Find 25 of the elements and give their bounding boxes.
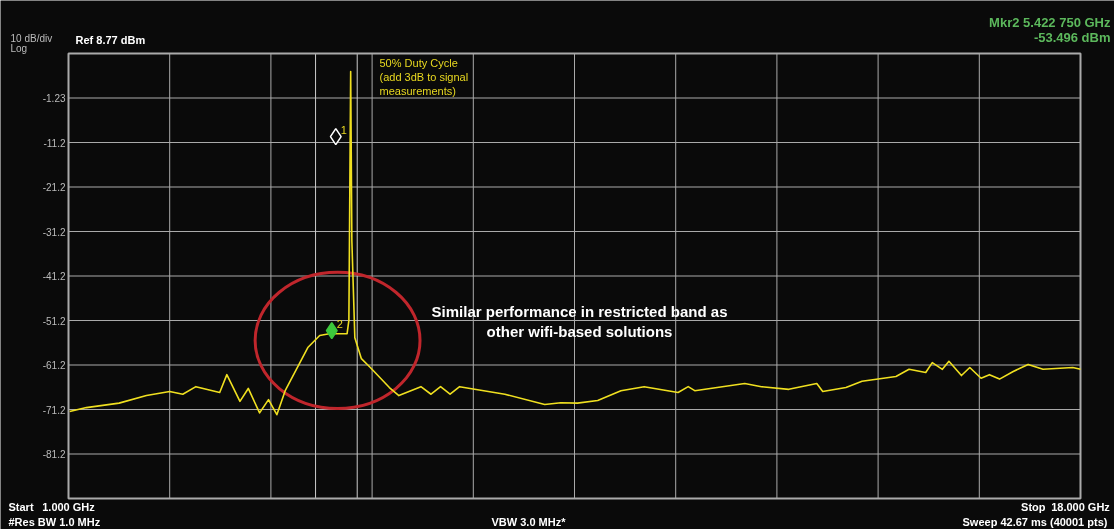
text: Sweep 42.67 ms (40001 pts) (962, 515, 1108, 528)
text: VBW 3.0 MHz* (491, 515, 567, 528)
x-tick-label: 1.000 GHz (42, 500, 96, 513)
y-tick-label: -41.2 (42, 271, 66, 282)
y-tick-label: -51.2 (42, 315, 66, 327)
y-tick-label: -81.2 (42, 449, 66, 460)
y-tick-label: -71.2 (42, 404, 66, 416)
y-tick-label: -61.2 (42, 360, 66, 371)
series-label: 2 (336, 317, 343, 330)
y-tick-label: -11.2 (43, 137, 66, 149)
line-series (68, 70, 1082, 416)
text: -53.496 dBm (1033, 29, 1111, 45)
x-tick-label: 18.000 GHz (1051, 500, 1111, 513)
text: Mkr2 5.422 750 GHz (989, 14, 1111, 30)
text: #Res BW 1.0 MHz (8, 515, 101, 528)
annotation: 50% Duty Cycle (add 3dB to signal measurements) (379, 56, 469, 98)
text: Stop (1021, 500, 1046, 513)
y-tick-label: -21.2 (42, 182, 66, 193)
text: Log (10, 42, 28, 54)
text: 10 dB/div (10, 32, 53, 44)
y-tick-label: -31.2 (42, 226, 66, 238)
series-label: 1 (340, 123, 347, 136)
text: Start (8, 500, 34, 513)
text: Ref 8.77 dBm (75, 33, 146, 46)
y-tick-label: -1.23 (42, 93, 66, 104)
